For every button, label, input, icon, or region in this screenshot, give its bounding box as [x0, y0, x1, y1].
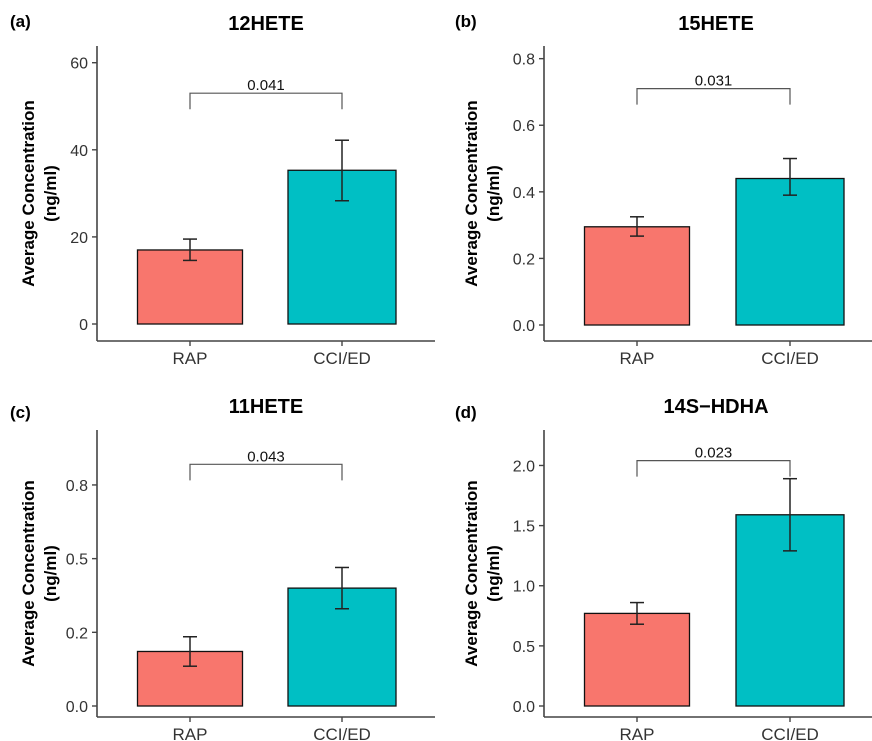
- y-tick-label: 0.2: [513, 251, 535, 268]
- y-axis-label-unit: (ng/ml): [484, 165, 503, 222]
- significance-bracket: [636, 88, 791, 105]
- chart-panel-1: (a) 12HETE Average Concentration (ng/ml) 0 20…: [10, 12, 435, 368]
- y-tick-label: 0: [79, 317, 88, 334]
- panel-label: (d): [455, 403, 477, 422]
- p-value-label: 0.031: [695, 73, 733, 90]
- y-tick-label: 0.0: [66, 699, 88, 716]
- p-value-label: 0.041: [247, 77, 285, 94]
- y-tick-label: 60: [70, 56, 88, 73]
- y-tick-label: 0.6: [513, 118, 535, 135]
- y-tick-label: 20: [70, 230, 88, 247]
- panel-label: (b): [455, 12, 477, 31]
- bar-rap: [136, 249, 244, 325]
- chart-title: 14S−HDHA: [663, 396, 768, 418]
- significance-bracket: [636, 460, 791, 477]
- y-axis-label: Average Concentration: [19, 100, 38, 286]
- y-tick-label: 0.0: [513, 699, 535, 716]
- bar-rap: [583, 226, 691, 326]
- chart-title: 15HETE: [678, 13, 754, 35]
- chart-title: 11HETE: [229, 396, 303, 418]
- significance-bracket: [189, 92, 343, 110]
- x-tick-label: CCI/ED: [313, 725, 371, 741]
- y-axis-label: Average Concentration: [462, 100, 481, 286]
- chart-panel-3: (c) 11HETE Average Concentration (ng/ml) 0.0…: [10, 396, 435, 741]
- y-axis-label-unit: (ng/ml): [484, 545, 503, 602]
- x-tick-label: RAP: [620, 349, 655, 368]
- panel-label: (a): [10, 12, 31, 31]
- chart-panel-2: (b) 15HETE Average Concentration (ng/ml) 0.0…: [455, 12, 872, 368]
- y-tick-label: 0.5: [513, 639, 535, 656]
- y-tick-label: 0.8: [66, 478, 88, 495]
- y-axis-label: Average Concentration: [19, 480, 38, 666]
- chart-title: 12HETE: [228, 13, 304, 35]
- y-tick-label: 1.5: [513, 519, 535, 536]
- p-value-label: 0.023: [695, 445, 733, 462]
- panel-label: (c): [10, 403, 31, 422]
- x-tick-label: RAP: [620, 725, 655, 741]
- y-tick-label: 0.4: [513, 185, 535, 202]
- bar-rap: [583, 612, 691, 707]
- x-tick-label: RAP: [173, 725, 208, 741]
- y-tick-label: 1.0: [513, 579, 535, 596]
- y-tick-label: 0.5: [66, 552, 88, 569]
- y-axis-label-unit: (ng/ml): [41, 165, 60, 222]
- y-tick-label: 40: [70, 143, 88, 160]
- significance-bracket: [189, 463, 343, 481]
- chart-panel-4: (d) 14S−HDHA Average Concentration (ng/ml) 0…: [455, 396, 872, 741]
- y-tick-label: 0.8: [513, 52, 535, 69]
- x-tick-label: CCI/ED: [761, 725, 819, 741]
- y-axis-label: Average Concentration: [462, 480, 481, 666]
- y-tick-label: 0.2: [66, 625, 88, 642]
- bar-ccied: [735, 177, 845, 326]
- x-tick-label: CCI/ED: [313, 349, 371, 368]
- x-tick-label: RAP: [173, 349, 208, 368]
- y-tick-label: 2.0: [513, 458, 535, 475]
- y-axis-label-unit: (ng/ml): [41, 545, 60, 602]
- p-value-label: 0.043: [247, 448, 285, 465]
- y-tick-label: 0.0: [513, 318, 535, 335]
- x-tick-label: CCI/ED: [761, 349, 819, 368]
